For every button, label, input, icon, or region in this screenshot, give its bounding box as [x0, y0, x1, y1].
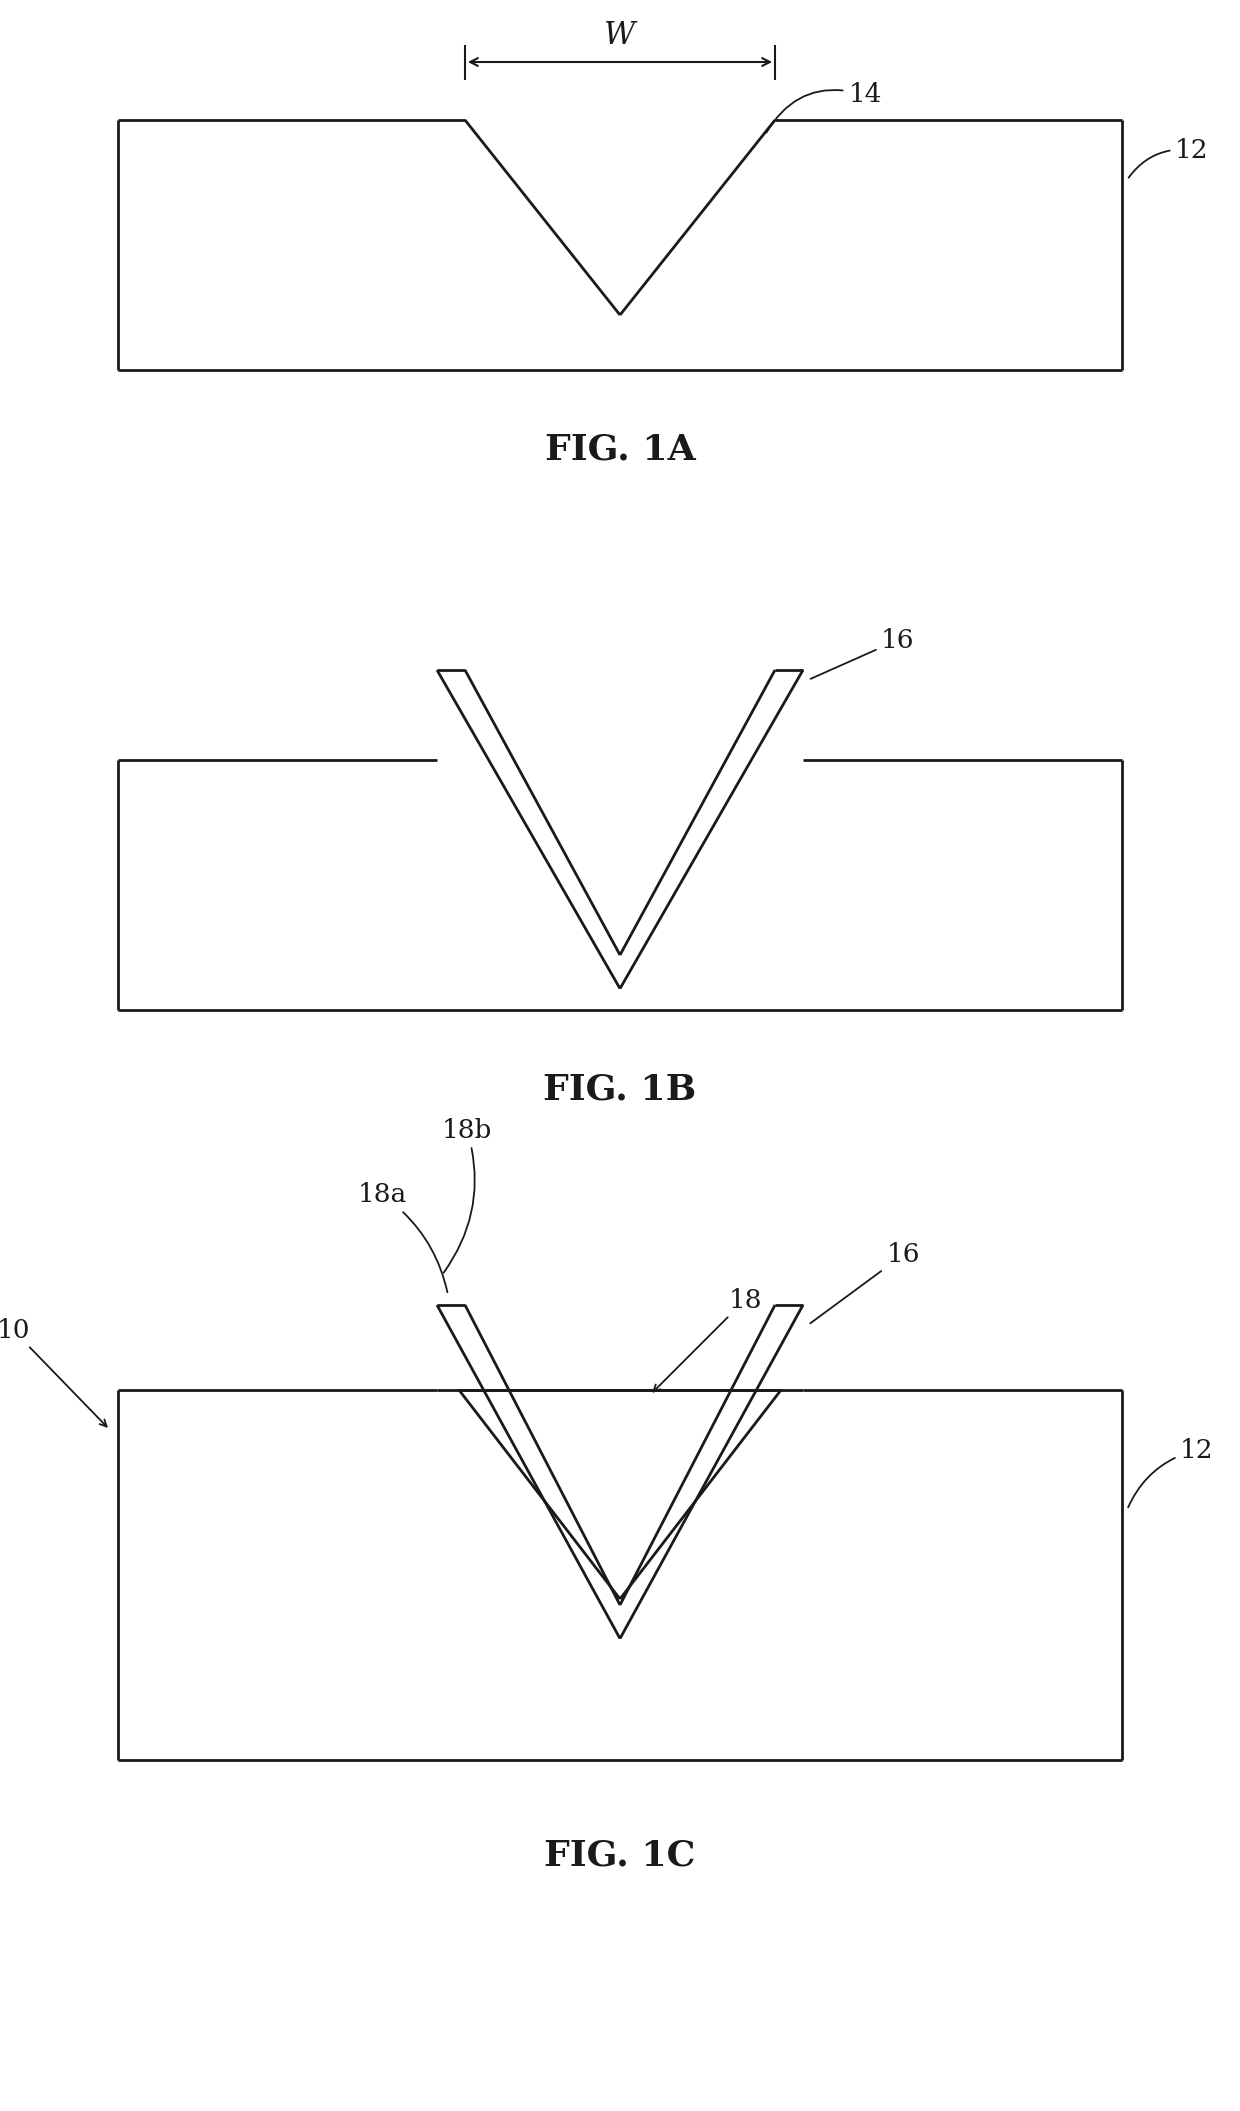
Text: 12: 12: [1128, 1438, 1214, 1507]
Text: 18a: 18a: [357, 1182, 448, 1292]
Text: 18b: 18b: [441, 1117, 492, 1273]
Text: 10: 10: [0, 1317, 107, 1427]
Text: 16: 16: [810, 1243, 920, 1324]
Text: 12: 12: [1128, 137, 1209, 177]
Text: 18: 18: [653, 1288, 761, 1391]
Text: FIG. 1A: FIG. 1A: [544, 433, 696, 467]
Text: FIG. 1C: FIG. 1C: [544, 1839, 696, 1872]
Text: 16: 16: [811, 627, 915, 680]
Text: 14: 14: [766, 82, 882, 133]
Text: FIG. 1B: FIG. 1B: [543, 1072, 697, 1106]
Text: W: W: [604, 19, 636, 51]
